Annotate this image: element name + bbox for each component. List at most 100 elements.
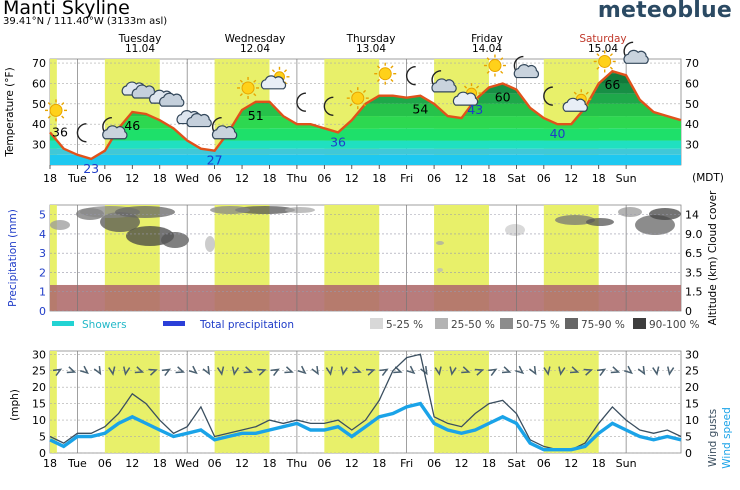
precipitation-tick: 4: [39, 228, 46, 241]
temperature-low-label: 40: [550, 126, 566, 141]
day-name-sat: Saturday: [579, 33, 626, 45]
altitude-tick: 9.0: [685, 228, 703, 241]
wind-direction-arrow: [243, 366, 254, 374]
cloud-icon: [211, 125, 238, 140]
cloud-icon: [452, 91, 479, 106]
precipitation-tick: 2: [39, 266, 46, 279]
wind-direction-arrow: [610, 366, 621, 374]
cloud-legend-label: 90-100 %: [649, 319, 700, 331]
day-name-thu: Thursday: [346, 33, 396, 45]
wind-x-tick-label: 18: [43, 457, 57, 470]
sun-cloud-icon: [452, 83, 482, 106]
wind-x-tick-label: Sun: [616, 457, 637, 470]
wind-direction-arrow: [352, 366, 362, 374]
weather-icons: [45, 41, 649, 143]
temperature-low-label: 23: [83, 161, 99, 176]
temperature-low-label: 27: [207, 153, 223, 168]
wind-direction-arrow: [66, 366, 77, 374]
temperature-axis-label: Temperature (°F): [4, 67, 16, 157]
wind-direction-arrow: [501, 366, 512, 374]
precipitation-tick: 0: [39, 305, 46, 318]
wind-direction-arrow: [284, 366, 294, 374]
sun-icon: [346, 87, 369, 110]
x-tick-label: 12: [455, 172, 469, 185]
temperature-high-label: 46: [124, 118, 140, 133]
wind-x-tick-label: 18: [592, 457, 606, 470]
temperature-series-line: [49, 69, 682, 161]
wind-x-tick-label: 06: [427, 457, 441, 470]
altitude-tick: 6.5: [685, 247, 703, 260]
wind-lines: [49, 353, 682, 452]
showers-label: Showers: [82, 319, 127, 331]
precipitation-gridlines: [50, 205, 681, 312]
sun-icon: [45, 99, 67, 122]
temperature-tick-right: 60: [685, 77, 699, 90]
wind-direction-arrows: [52, 365, 675, 377]
moon-icon: [296, 92, 306, 112]
brand-logo[interactable]: meteoblue: [597, 0, 732, 23]
wind-direction-arrow: [461, 366, 471, 374]
x-tick-label: Thu: [286, 172, 308, 185]
temperature-high-label: 51: [248, 108, 264, 123]
x-tick-label: 12: [345, 172, 359, 185]
moon-cloud-icon: [431, 70, 457, 93]
temperature-layer: [50, 154, 681, 165]
day-date-sat: 15.04: [588, 43, 618, 55]
timezone-label: (MDT): [692, 172, 724, 184]
wind-direction-arrow: [52, 368, 63, 377]
cloud-cover-blob: [555, 215, 595, 225]
temperature-tick-right: 50: [685, 98, 699, 111]
precipitation-tick: 3: [39, 247, 46, 260]
wind-tick-left: 25: [32, 365, 46, 378]
cloud-cover-blob: [649, 208, 681, 220]
day-name-tue: Tuesday: [118, 33, 162, 45]
wind-direction-arrow: [311, 365, 319, 376]
wind-direction-arrow: [161, 368, 172, 377]
wind-tick-right: 10: [685, 414, 699, 427]
day-name-wed: Wednesday: [225, 33, 286, 45]
sun-icon: [237, 76, 260, 99]
temperature-tick-left: 30: [32, 139, 46, 152]
wind-x-tick-label: 12: [455, 457, 469, 470]
wind-direction-arrow: [325, 366, 333, 376]
day-date-wed: 12.04: [240, 43, 270, 55]
wind-x-tick-label: Wed: [175, 457, 199, 470]
wind-direction-arrow: [488, 368, 498, 377]
wind-direction-arrow: [528, 365, 537, 376]
wind-direction-arrow: [569, 366, 580, 374]
cloud-cover-blob: [436, 241, 444, 245]
cloud-icon: [562, 97, 588, 112]
temperature-tick-right: 40: [685, 118, 699, 131]
cloud-cover-legend: 5-25 % 25-50 % 50-75 % 75-90 % 90-100 %: [370, 318, 700, 331]
wind-x-tick-label: 18: [482, 457, 496, 470]
cloud-legend-swatch: [565, 318, 578, 329]
wind-x-tick-label: 18: [262, 457, 276, 470]
altitude-axis-label: Altitude (km) Cloud cover: [707, 190, 719, 325]
wind-tick-left: 10: [32, 414, 46, 427]
temperature-panel: 46 51 54 60 66 36 23 27 36 43 40 30 40 50 60 70 30 40 50…: [4, 41, 699, 176]
precipitation-axis-label: Precipitation (mm): [7, 209, 19, 307]
x-tick-label: 18: [372, 172, 386, 185]
wind-direction-arrow: [379, 368, 389, 377]
temperature-layer: [50, 148, 681, 155]
wind-direction-arrow: [297, 365, 307, 375]
cloud-cover-blob: [618, 207, 642, 217]
wind-direction-arrow: [108, 366, 116, 376]
wind-speed-label: Wind speed: [721, 407, 733, 468]
daylight-band: [50, 205, 57, 311]
x-tick-label: 18: [43, 172, 57, 185]
x-tick-label: 06: [98, 172, 112, 185]
wind-direction-arrow: [365, 368, 376, 376]
x-tick-label: 12: [564, 172, 578, 185]
wind-direction-arrow: [474, 368, 485, 376]
cloud-cover-blob: [586, 218, 614, 226]
location-title: Manti Skyline: [3, 0, 130, 19]
cloud-cover-blob: [235, 206, 295, 214]
temperature-tick-left: 70: [32, 57, 46, 70]
wind-speed-line: [49, 401, 682, 452]
cloud-legend-swatch: [500, 318, 513, 329]
wind-direction-arrow: [449, 366, 457, 376]
daylight-band: [104, 351, 160, 453]
